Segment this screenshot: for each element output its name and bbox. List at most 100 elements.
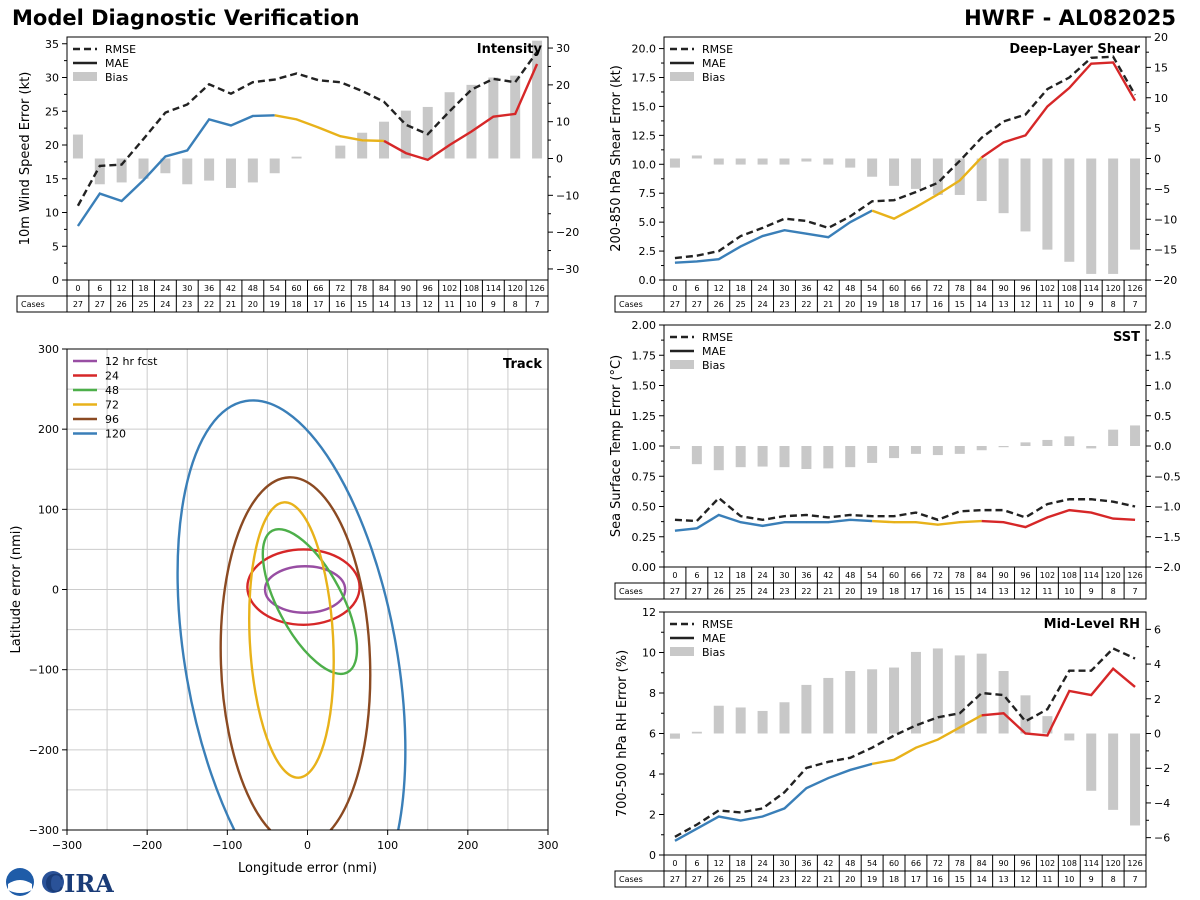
rh-hour-label: 36 [801,859,811,868]
intensity-y2tick-label: 10 [556,116,570,129]
shear-bias-bar [1042,158,1053,250]
track-ytick-label: 0 [52,584,59,597]
sst-y2tick-label: 0.0 [1154,440,1172,453]
sst-cases-row [614,582,1147,600]
sst-ytick-label: 1.00 [632,440,657,453]
shear-hour-label: 114 [1084,284,1099,293]
shear-bias-bar [1108,158,1119,274]
rh-hour-label: 18 [736,859,746,868]
intensity-ylabel: 10m Wind Speed Error (kt) [18,72,33,246]
shear-hour-label: 6 [694,284,699,293]
logo-area: CIRA [4,866,114,898]
rh-bias-bar [1086,733,1097,791]
intensity-case-count: 20 [248,300,258,309]
rh-mae-line-seg2 [981,667,1136,737]
track-legend-label: 120 [105,428,126,441]
rh-y2tick-label: −4 [1154,797,1170,810]
rh-hour-label: 6 [694,859,699,868]
rh-hour-label: 108 [1062,859,1077,868]
storm-id-title: HWRF - AL082025 [964,6,1176,30]
track-legend-label: 48 [105,384,119,397]
rh-case-count: 12 [1020,875,1030,884]
rh-bias-bar [910,651,921,734]
sst-hour-label: 18 [736,571,746,580]
rh-panel-title: Mid-Level RH [1044,617,1140,632]
intensity-legend-bias-label: Bias [105,71,128,84]
sst-legend-bias-label: Bias [702,359,725,372]
rh-y2tick-label: 4 [1154,658,1161,671]
rh-case-count: 17 [911,875,921,884]
sst-legend-bias-swatch [670,360,694,369]
intensity-case-count: 13 [401,300,411,309]
rh-case-count: 25 [736,875,746,884]
sst-case-count: 21 [823,587,833,596]
intensity-bias-bar [94,158,105,185]
sst-y2tick-label: −0.5 [1154,470,1181,483]
shear-case-count: 19 [867,300,877,309]
shear-case-count: 20 [845,300,855,309]
track-ellipse-120 [176,399,407,830]
intensity-y2tick-label: −30 [556,263,579,276]
intensity-case-count: 10 [466,300,476,309]
shear-hour-label: 0 [672,284,677,293]
intensity-case-count: 9 [491,300,496,309]
track-xtick-label: 200 [457,839,478,852]
shear-cases-header: Cases [619,300,643,309]
sst-y2tick-label: 2.0 [1154,319,1172,332]
rh-y2tick-label: 2 [1154,693,1161,706]
intensity-legend-rmse-label: RMSE [105,43,136,56]
rh-bias-bar [779,702,790,734]
intensity-bias-bar [116,158,127,183]
sst-ylabel: Sea Surface Temp Error (°C) [609,355,624,537]
sst-hour-label: 54 [867,571,877,580]
sst-case-count: 26 [714,587,724,596]
sst-ytick-label: 1.50 [632,380,657,393]
intensity-panel-title: Intensity [477,42,543,57]
shear-hour-label: 96 [1020,284,1030,293]
rh-hour-label: 120 [1105,859,1120,868]
sst-bias-bar [801,446,812,469]
intensity-hour-label: 66 [313,284,323,293]
shear-case-count: 12 [1020,300,1030,309]
shear-hour-label: 12 [714,284,724,293]
rh-case-count: 16 [933,875,943,884]
sst-hour-label: 108 [1062,571,1077,580]
shear-bias-bar [845,158,856,168]
intensity-case-count: 14 [379,300,389,309]
shear-y2tick-label: 15 [1154,61,1168,74]
rh-legend-mae-label: MAE [702,632,726,645]
shear-bias-bar [735,158,746,165]
sst-bias-bar [713,446,724,471]
intensity-hour-label: 30 [182,284,192,293]
sst-hour-label: 102 [1040,571,1055,580]
intensity-case-count: 17 [313,300,323,309]
track-xtick-label: −200 [132,839,162,852]
sst-hour-label: 24 [757,571,767,580]
shear-y2tick-label: −20 [1154,274,1177,287]
sst-ytick-label: 1.25 [632,410,657,423]
rh-hour-label: 78 [955,859,965,868]
cira-globe-icon [42,871,64,893]
sst-cases-header: Cases [619,587,643,596]
track-ytick-label: 100 [38,503,59,516]
sst-hour-label: 126 [1127,571,1142,580]
sst-hour-label: 48 [845,571,855,580]
intensity-case-count: 25 [138,300,148,309]
sst-hour-label: 6 [694,571,699,580]
intensity-case-count: 27 [73,300,83,309]
intensity-bias-bar [204,158,215,181]
rh-hour-label: 24 [757,859,767,868]
track-xtick-label: −300 [52,839,82,852]
track-ytick-label: −200 [29,744,59,757]
sst-hour-label: 114 [1084,571,1099,580]
noaa-cira-logo: CIRA [6,868,114,898]
rh-hour-label: 90 [998,859,1008,868]
rh-mae-line-seg1 [871,714,983,766]
intensity-ytick-label: 5 [52,240,59,253]
intensity-hour-label: 60 [291,284,301,293]
sst-panel-title: SST [1113,330,1140,345]
sst-case-count: 14 [977,587,987,596]
rh-case-count: 24 [757,875,767,884]
track-ellipse-48 [261,527,359,676]
